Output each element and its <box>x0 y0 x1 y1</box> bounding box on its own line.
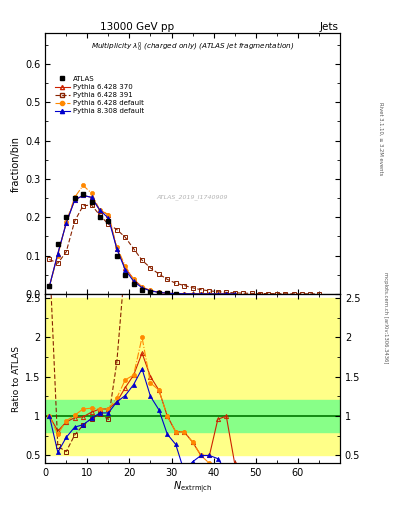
Text: mcplots.cern.ch [arXiv:1306.3436]: mcplots.cern.ch [arXiv:1306.3436] <box>383 272 387 363</box>
Text: 13000 GeV pp: 13000 GeV pp <box>101 22 174 32</box>
Text: Rivet 3.1.10, ≥ 3.2M events: Rivet 3.1.10, ≥ 3.2M events <box>378 101 383 175</box>
Legend: ATLAS, Pythia 6.428 370, Pythia 6.428 391, Pythia 6.428 default, Pythia 8.308 de: ATLAS, Pythia 6.428 370, Pythia 6.428 39… <box>55 76 144 114</box>
Y-axis label: Ratio to ATLAS: Ratio to ATLAS <box>12 346 21 412</box>
Text: ATLAS_2019_I1740909: ATLAS_2019_I1740909 <box>157 195 228 200</box>
X-axis label: $N_{\mathrm{extrm|ch}}$: $N_{\mathrm{extrm|ch}}$ <box>173 480 212 495</box>
Y-axis label: fraction/bin: fraction/bin <box>11 136 21 191</box>
Text: Jets: Jets <box>320 22 339 32</box>
Text: Multiplicity $\lambda_0^0$ (charged only) (ATLAS jet fragmentation): Multiplicity $\lambda_0^0$ (charged only… <box>91 41 294 54</box>
